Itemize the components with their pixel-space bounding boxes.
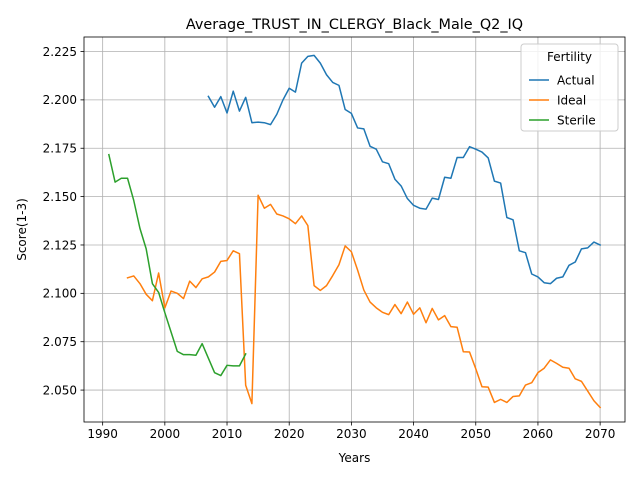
legend-entries: Actual Ideal Sterile <box>529 73 596 127</box>
y-tick-label: 2.200 <box>43 93 77 107</box>
x-tick-label: 2060 <box>523 427 554 441</box>
y-tick-label: 2.100 <box>43 287 77 301</box>
x-tick-label: 2030 <box>336 427 367 441</box>
y-axis-label: Score(1-3) <box>15 198 29 261</box>
y-tick-label: 2.175 <box>43 142 77 156</box>
legend-label-sterile: Sterile <box>557 113 596 127</box>
legend-label-actual: Actual <box>557 73 595 87</box>
x-tick-label: 2040 <box>398 427 429 441</box>
x-tick-label: 2070 <box>585 427 616 441</box>
x-tick-label: 2010 <box>212 427 243 441</box>
x-tick-label: 2020 <box>274 427 305 441</box>
series-line-ideal <box>126 194 602 409</box>
y-tick-label: 2.125 <box>43 238 77 252</box>
legend-title: Fertility <box>547 50 592 64</box>
y-tick-label: 2.075 <box>43 335 77 349</box>
axis-ticks: 1990 2000 2010 2020 2030 2040 2050 2060 2070 2.05… <box>43 45 616 441</box>
chart-title: Average_TRUST_IN_CLERGY_Black_Male_Q2_IQ <box>186 17 523 33</box>
x-tick-label: 2050 <box>460 427 491 441</box>
y-tick-label: 2.225 <box>43 45 77 59</box>
series-line-actual <box>207 54 602 285</box>
y-tick-label: 2.150 <box>43 190 77 204</box>
legend-label-ideal: Ideal <box>557 93 586 107</box>
x-axis-label: Years <box>338 451 371 465</box>
legend-box <box>520 43 619 132</box>
x-tick-label: 1990 <box>87 427 118 441</box>
series-line-sterile <box>107 153 247 377</box>
x-tick-label: 2000 <box>150 427 181 441</box>
series-layer <box>107 54 602 409</box>
plot-frame <box>83 36 626 423</box>
legend: Fertility Actual Ideal Sterile <box>520 43 619 132</box>
y-tick-label: 2.050 <box>43 383 77 397</box>
